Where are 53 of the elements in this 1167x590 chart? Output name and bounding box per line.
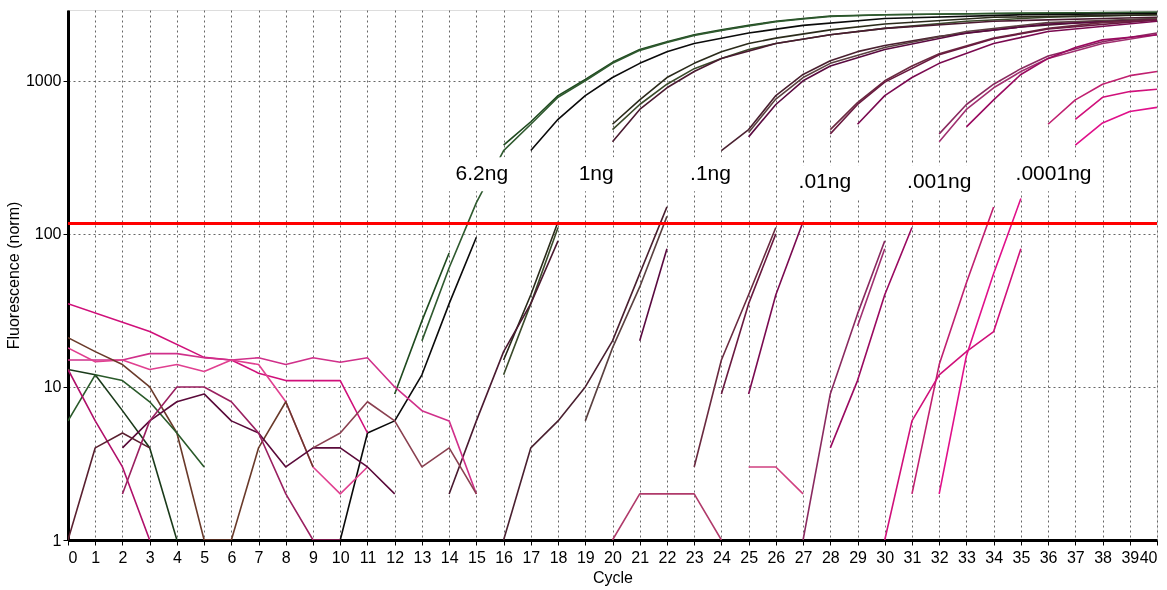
x-tick-label: 34 — [985, 548, 1004, 566]
x-axis-title: Cycle — [592, 568, 634, 586]
x-tick-label: 13 — [413, 548, 432, 566]
annotation: 1ng — [578, 161, 614, 185]
x-tick-label: 11 — [359, 548, 377, 566]
x-tick-label: 25 — [740, 548, 759, 566]
x-tick-label: 2 — [118, 548, 128, 566]
y-axis-title: Fluorescence (norm) — [4, 201, 22, 350]
y-tick-label: 10 — [43, 378, 62, 396]
annotation: .0001ng — [1015, 161, 1092, 185]
x-tick-label: 24 — [713, 548, 731, 566]
y-tick-label: 1 — [52, 531, 62, 549]
x-tick-label: 3 — [145, 548, 155, 566]
x-tick-label: 15 — [467, 548, 486, 566]
x-tick-label: 26 — [767, 548, 786, 566]
annotation: .001ng — [907, 169, 972, 193]
x-tick-label: 37 — [1066, 548, 1085, 566]
x-tick-label: 21 — [631, 548, 650, 566]
x-tick-label: 19 — [576, 548, 595, 566]
y-tick-label: 1000 — [25, 72, 62, 90]
x-tick-label: 27 — [794, 548, 813, 566]
annotation: 6.2ng — [455, 161, 509, 185]
x-tick-label: 10 — [331, 548, 350, 566]
x-tick-label: 4 — [172, 548, 182, 566]
annotation: .01ng — [798, 169, 852, 193]
x-tick-label: 1 — [91, 548, 101, 566]
x-tick-label: 22 — [658, 548, 677, 566]
x-tick-label: 40 — [1139, 548, 1158, 566]
x-tick-label: 23 — [685, 548, 704, 566]
x-tick-label: 32 — [930, 548, 949, 566]
x-tick-label: 30 — [876, 548, 895, 566]
x-tick-label: 14 — [440, 548, 459, 566]
y-tick-label: 100 — [34, 225, 62, 243]
x-tick-label: 5 — [200, 548, 210, 566]
x-tick-label: 16 — [495, 548, 514, 566]
x-tick-label: 18 — [549, 548, 568, 566]
x-tick-label: 8 — [281, 548, 291, 566]
annotation: .1ng — [690, 161, 731, 185]
x-tick-label: 6 — [227, 548, 237, 566]
x-tick-label: 28 — [821, 548, 840, 566]
x-tick-label: 0 — [68, 548, 78, 566]
x-tick-label: 33 — [958, 548, 976, 566]
x-tick-label: 17 — [522, 548, 541, 566]
x-tick-label: 35 — [1012, 548, 1031, 566]
x-tick-label: 39 — [1121, 548, 1140, 566]
x-tick-label: 20 — [604, 548, 622, 566]
x-tick-label: 36 — [1039, 548, 1058, 566]
x-tick-label: 29 — [849, 548, 868, 566]
x-tick-label: 31 — [903, 548, 922, 566]
x-tick-label: 12 — [386, 548, 405, 566]
x-tick-label: 9 — [309, 548, 319, 566]
x-tick-label: 38 — [1094, 548, 1113, 566]
x-tick-label: 7 — [254, 548, 264, 566]
